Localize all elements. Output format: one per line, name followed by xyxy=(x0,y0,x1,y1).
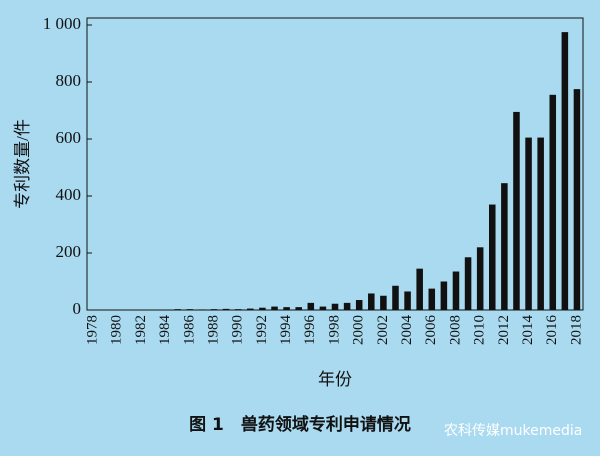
x-tick-label: 2012 xyxy=(496,315,512,345)
bar xyxy=(319,306,327,310)
bar xyxy=(368,293,375,310)
bar xyxy=(440,281,448,310)
bar xyxy=(404,291,411,310)
bar xyxy=(222,308,230,310)
x-tick-label: 1994 xyxy=(278,315,294,346)
x-tick-label: 1982 xyxy=(133,315,149,345)
bar xyxy=(489,204,496,310)
y-tick-label: 200 xyxy=(56,242,82,261)
bar xyxy=(428,288,436,310)
x-tick-label: 1996 xyxy=(302,315,318,346)
x-tick-label: 1992 xyxy=(254,315,270,345)
bar xyxy=(198,309,206,310)
bar xyxy=(549,94,557,310)
bar xyxy=(307,302,315,310)
bar xyxy=(259,307,266,310)
bar xyxy=(210,309,218,310)
watermark: 农科传媒mukemedia xyxy=(444,423,582,439)
bar xyxy=(513,111,520,310)
x-tick-label: 1990 xyxy=(230,315,246,345)
bar xyxy=(331,303,339,310)
y-tick-label: 0 xyxy=(73,299,82,318)
x-tick-label: 2018 xyxy=(568,315,584,345)
bar xyxy=(392,285,399,310)
x-tick-label: 1984 xyxy=(157,315,173,346)
y-axis-label: 专利数量/件 xyxy=(13,119,32,209)
bar xyxy=(452,271,460,310)
y-tick-label: 600 xyxy=(56,128,82,147)
x-tick-label: 2004 xyxy=(399,315,415,346)
bar xyxy=(464,257,472,310)
x-tick-label: 1980 xyxy=(109,315,125,345)
x-tick-label: 1998 xyxy=(326,315,342,345)
bar xyxy=(476,247,484,310)
x-tick-label: 2016 xyxy=(544,315,560,346)
bar xyxy=(343,302,351,310)
x-tick-label: 2010 xyxy=(472,315,488,345)
bar xyxy=(295,307,302,310)
y-tick-label: 400 xyxy=(56,185,82,204)
bar xyxy=(573,89,581,310)
x-tick-label: 1978 xyxy=(84,315,100,345)
x-axis-label: 年份 xyxy=(318,370,352,389)
x-tick-label: 2008 xyxy=(447,315,463,345)
bar xyxy=(283,307,290,310)
bar xyxy=(186,309,194,310)
x-tick-label: 1986 xyxy=(181,315,197,346)
bar xyxy=(416,268,423,310)
bar xyxy=(247,308,254,310)
bar xyxy=(561,32,569,310)
bar xyxy=(537,137,544,310)
x-tick-label: 1988 xyxy=(205,315,221,345)
y-tick-label: 800 xyxy=(56,71,82,90)
x-tick-label: 2014 xyxy=(520,315,536,346)
x-tick-label: 2002 xyxy=(375,315,391,345)
y-tick-label: 1 000 xyxy=(43,14,81,33)
caption: 图 1 兽药领域专利申请情况 xyxy=(189,414,411,435)
bar xyxy=(271,306,278,310)
x-tick-label: 2006 xyxy=(423,315,439,346)
bar xyxy=(501,183,508,310)
bar xyxy=(380,295,387,310)
bar xyxy=(355,300,363,310)
bar xyxy=(174,309,181,310)
bar xyxy=(234,309,242,310)
x-tick-label: 2000 xyxy=(351,315,367,345)
bar xyxy=(525,137,532,310)
